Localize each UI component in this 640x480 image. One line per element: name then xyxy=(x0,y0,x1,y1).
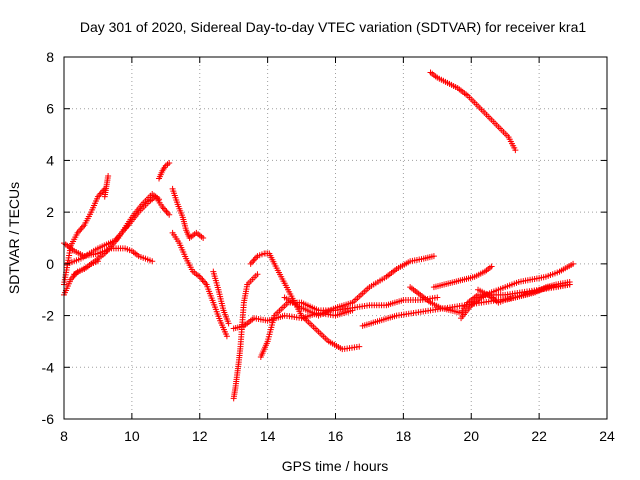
y-tick-label: 0 xyxy=(46,256,54,272)
y-tick-label: 2 xyxy=(46,204,54,220)
y-tick-label: 6 xyxy=(46,101,54,117)
grid xyxy=(64,57,607,419)
x-tick-label: 24 xyxy=(599,428,615,444)
x-tick-label: 20 xyxy=(463,428,479,444)
x-tick-label: 18 xyxy=(396,428,412,444)
data-point xyxy=(349,307,356,314)
data-point xyxy=(97,190,104,197)
data-point xyxy=(156,196,163,203)
data-point xyxy=(164,210,171,217)
data-points xyxy=(61,69,577,402)
data-point xyxy=(249,259,256,266)
data-point xyxy=(488,263,495,270)
data-point xyxy=(223,333,230,340)
y-tick-label: -4 xyxy=(42,359,55,375)
data-point xyxy=(162,207,169,214)
x-tick-label: 12 xyxy=(192,428,208,444)
data-point xyxy=(247,260,254,267)
chart-title: Day 301 of 2020, Sidereal Day-to-day VTE… xyxy=(80,19,586,35)
x-tick-label: 14 xyxy=(260,428,276,444)
y-tick-label: -6 xyxy=(42,411,55,427)
data-point xyxy=(200,278,207,285)
data-point xyxy=(198,275,205,282)
data-point xyxy=(77,226,84,233)
data-point xyxy=(251,256,258,263)
y-tick-label: -2 xyxy=(42,308,55,324)
x-tick-label: 16 xyxy=(328,428,344,444)
data-point xyxy=(356,343,363,350)
data-point xyxy=(570,260,577,267)
data-point xyxy=(160,205,167,212)
data-point xyxy=(166,211,173,218)
data-point xyxy=(512,147,519,154)
data-point xyxy=(105,172,112,179)
data-point xyxy=(149,258,156,265)
data-point xyxy=(166,160,173,167)
data-point xyxy=(434,294,441,301)
y-tick-label: 8 xyxy=(46,49,54,65)
data-point xyxy=(566,278,573,285)
data-point xyxy=(199,276,206,283)
x-tick-label: 22 xyxy=(531,428,547,444)
data-point xyxy=(430,253,437,260)
data-point xyxy=(78,225,85,232)
x-axis-label: GPS time / hours xyxy=(282,458,389,474)
data-point xyxy=(225,320,232,327)
data-point xyxy=(200,235,207,241)
data-point xyxy=(163,208,170,215)
data-point xyxy=(250,257,257,264)
data-point xyxy=(254,271,261,278)
y-axis-label: SDTVAR / TECUs xyxy=(6,182,22,294)
x-tick-label: 10 xyxy=(124,428,140,444)
y-tick-label: 4 xyxy=(46,152,54,168)
x-tick-label: 8 xyxy=(60,428,68,444)
